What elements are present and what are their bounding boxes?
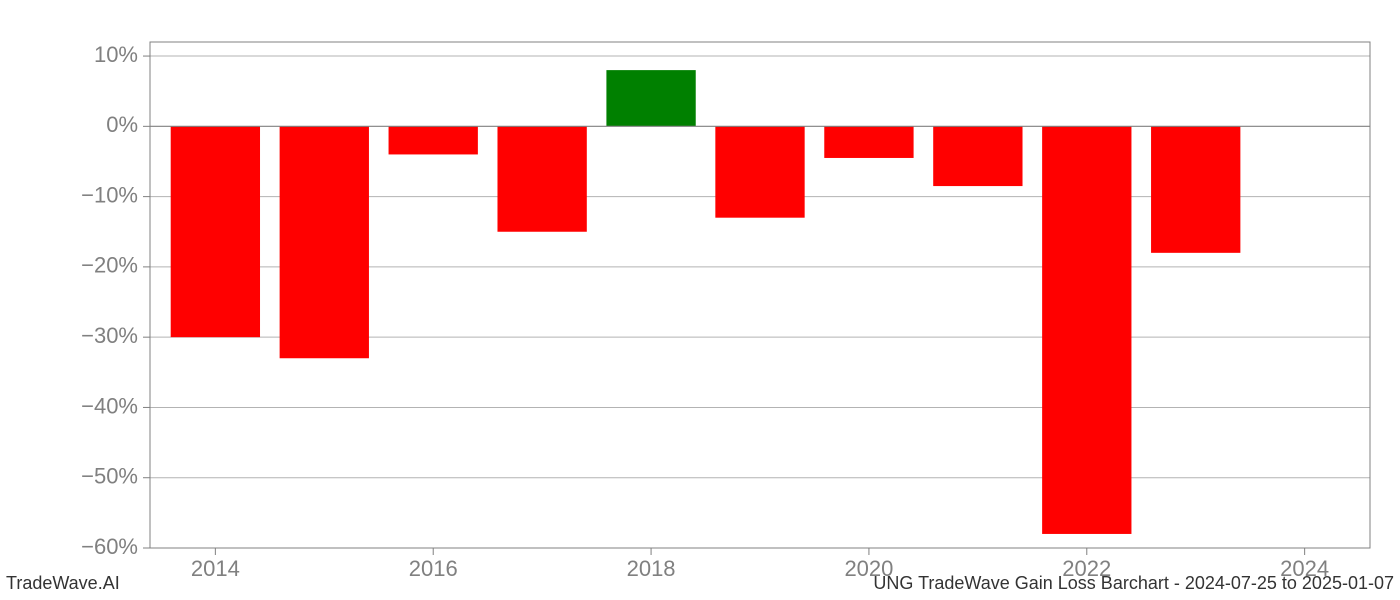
bar xyxy=(497,126,586,231)
x-tick-label: 2014 xyxy=(191,556,240,581)
bar xyxy=(280,126,369,358)
bar xyxy=(389,126,478,154)
x-tick-label: 2018 xyxy=(627,556,676,581)
bar xyxy=(715,126,804,217)
chart-caption-right: UNG TradeWave Gain Loss Barchart - 2024-… xyxy=(873,573,1394,594)
bar xyxy=(1151,126,1240,253)
y-tick-label: −20% xyxy=(81,253,138,278)
y-tick-label: −30% xyxy=(81,323,138,348)
gain-loss-barchart: −60% −50% −40% −30% −20% −10% 0% 10% 2014 2016 20… xyxy=(0,0,1400,600)
x-tick-label: 2016 xyxy=(409,556,458,581)
y-tick-label: −60% xyxy=(81,534,138,559)
bar xyxy=(824,126,913,158)
y-tick-label: −10% xyxy=(81,182,138,207)
y-tick-label: 0% xyxy=(106,112,138,137)
y-tick-label: −50% xyxy=(81,464,138,489)
bar xyxy=(606,70,695,126)
y-tick-label: 10% xyxy=(94,42,138,67)
bar xyxy=(933,126,1022,186)
bar xyxy=(171,126,260,337)
y-tick-label: −40% xyxy=(81,393,138,418)
bar xyxy=(1042,126,1131,534)
watermark-left: TradeWave.AI xyxy=(6,573,120,594)
